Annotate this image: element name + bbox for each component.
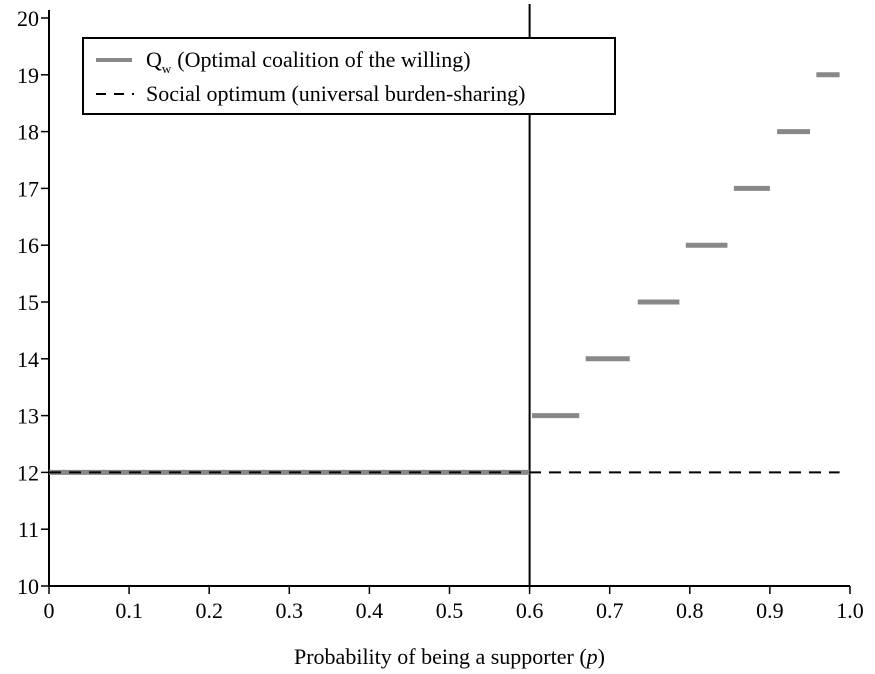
- x-axis-title-close: ): [598, 644, 605, 669]
- x-axis-title-var: p: [585, 644, 598, 669]
- y-tick-label: 14: [17, 347, 39, 372]
- y-tick-label: 19: [17, 63, 39, 88]
- y-tick-label: 13: [17, 404, 39, 429]
- x-axis-title-text: Probability of being a supporter: [294, 644, 575, 669]
- legend-qw-main: Q: [146, 47, 162, 72]
- legend-box: [82, 37, 616, 115]
- y-tick-label: 18: [17, 120, 39, 145]
- ticks: 0 0.1 0.2 0.3 0.4 0.5 0.6 0.7 0.8 0.9 1.0 10 11 12 13 1…: [17, 6, 864, 623]
- legend-label-qw: Qw (Optimal coalition of the willing): [146, 47, 471, 76]
- x-axis-title-open: (: [574, 644, 587, 669]
- x-tick-label: 0.4: [356, 598, 384, 623]
- legend-label-social: Social optimum (universal burden-sharing…: [146, 81, 525, 106]
- y-tick-label: 20: [17, 6, 39, 31]
- y-tick-label: 15: [17, 290, 39, 315]
- x-tick-label: 0.1: [115, 598, 143, 623]
- x-tick-label: 0.5: [436, 598, 464, 623]
- y-tick-label: 16: [17, 233, 39, 258]
- x-tick-label: 0: [44, 598, 55, 623]
- y-tick-label: 17: [17, 176, 39, 201]
- x-tick-label: 0.6: [516, 598, 544, 623]
- y-tick-label: 12: [17, 460, 39, 485]
- x-tick-label: 0.2: [195, 598, 223, 623]
- x-axis-title: Probability of being a supporter (p): [294, 644, 605, 669]
- y-tick-label: 10: [17, 574, 39, 599]
- x-tick-label: 0.3: [276, 598, 304, 623]
- y-tick-label: 11: [18, 517, 39, 542]
- x-tick-label: 0.7: [596, 598, 624, 623]
- legend-qw-rest: (Optimal coalition of the willing): [177, 47, 470, 72]
- x-tick-label: 0.8: [676, 598, 704, 623]
- x-tick-label: 1.0: [836, 598, 864, 623]
- legend: Qw (Optimal coalition of the willing) Soc…: [82, 37, 616, 115]
- x-tick-label: 0.9: [756, 598, 784, 623]
- legend-qw-sub: w: [162, 61, 172, 76]
